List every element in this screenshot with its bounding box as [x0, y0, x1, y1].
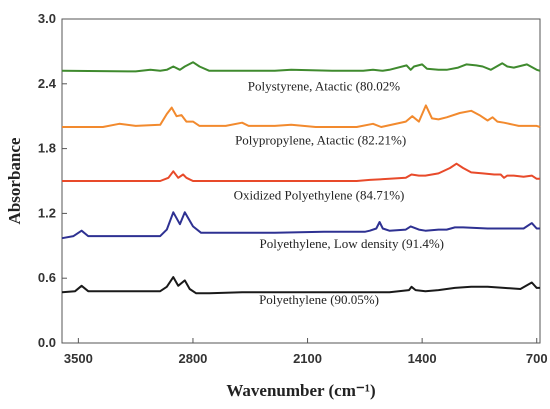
x-axis-title: Wavenumber (cm⁻¹) [226, 381, 375, 400]
annotation-layer: Polystyrene, Atactic (80.02% Polypropylen… [234, 78, 444, 307]
y-tick-label: 3.0 [38, 11, 56, 26]
series-line [61, 276, 540, 295]
y-axis-title: Absorbance [5, 137, 24, 224]
x-tick-label: 1400 [408, 351, 437, 366]
series-label: Oxidized Polyethylene (84.71%) [234, 187, 405, 202]
y-tick-label: 1.8 [38, 141, 56, 156]
x-tick-label: 2800 [178, 351, 207, 366]
x-tick-label: 700 [526, 351, 548, 366]
series-layer [61, 61, 541, 295]
x-tick-label: 2100 [293, 351, 322, 366]
series-label: Polypropylene, Atactic (82.21%) [235, 132, 406, 147]
y-tick-label: 2.4 [38, 76, 57, 91]
series-label: Polystyrene, Atactic (80.02% [248, 78, 401, 93]
series-line [62, 162, 540, 182]
series-label: Polyethylene (90.05%) [259, 292, 379, 307]
series-label: Polyethylene, Low density (91.4%) [259, 236, 444, 251]
x-tick-label: 3500 [64, 351, 93, 366]
y-axis: 0.0 0.6 1.2 1.8 2.4 3.0 [38, 11, 67, 350]
x-axis: 3500 2800 2100 1400 700 [64, 338, 548, 366]
series-line [61, 61, 541, 73]
y-tick-label: 0.0 [38, 335, 56, 350]
series-line [62, 104, 541, 128]
y-tick-label: 1.2 [38, 205, 56, 220]
y-tick-label: 0.6 [38, 270, 56, 285]
series-line [61, 211, 540, 240]
